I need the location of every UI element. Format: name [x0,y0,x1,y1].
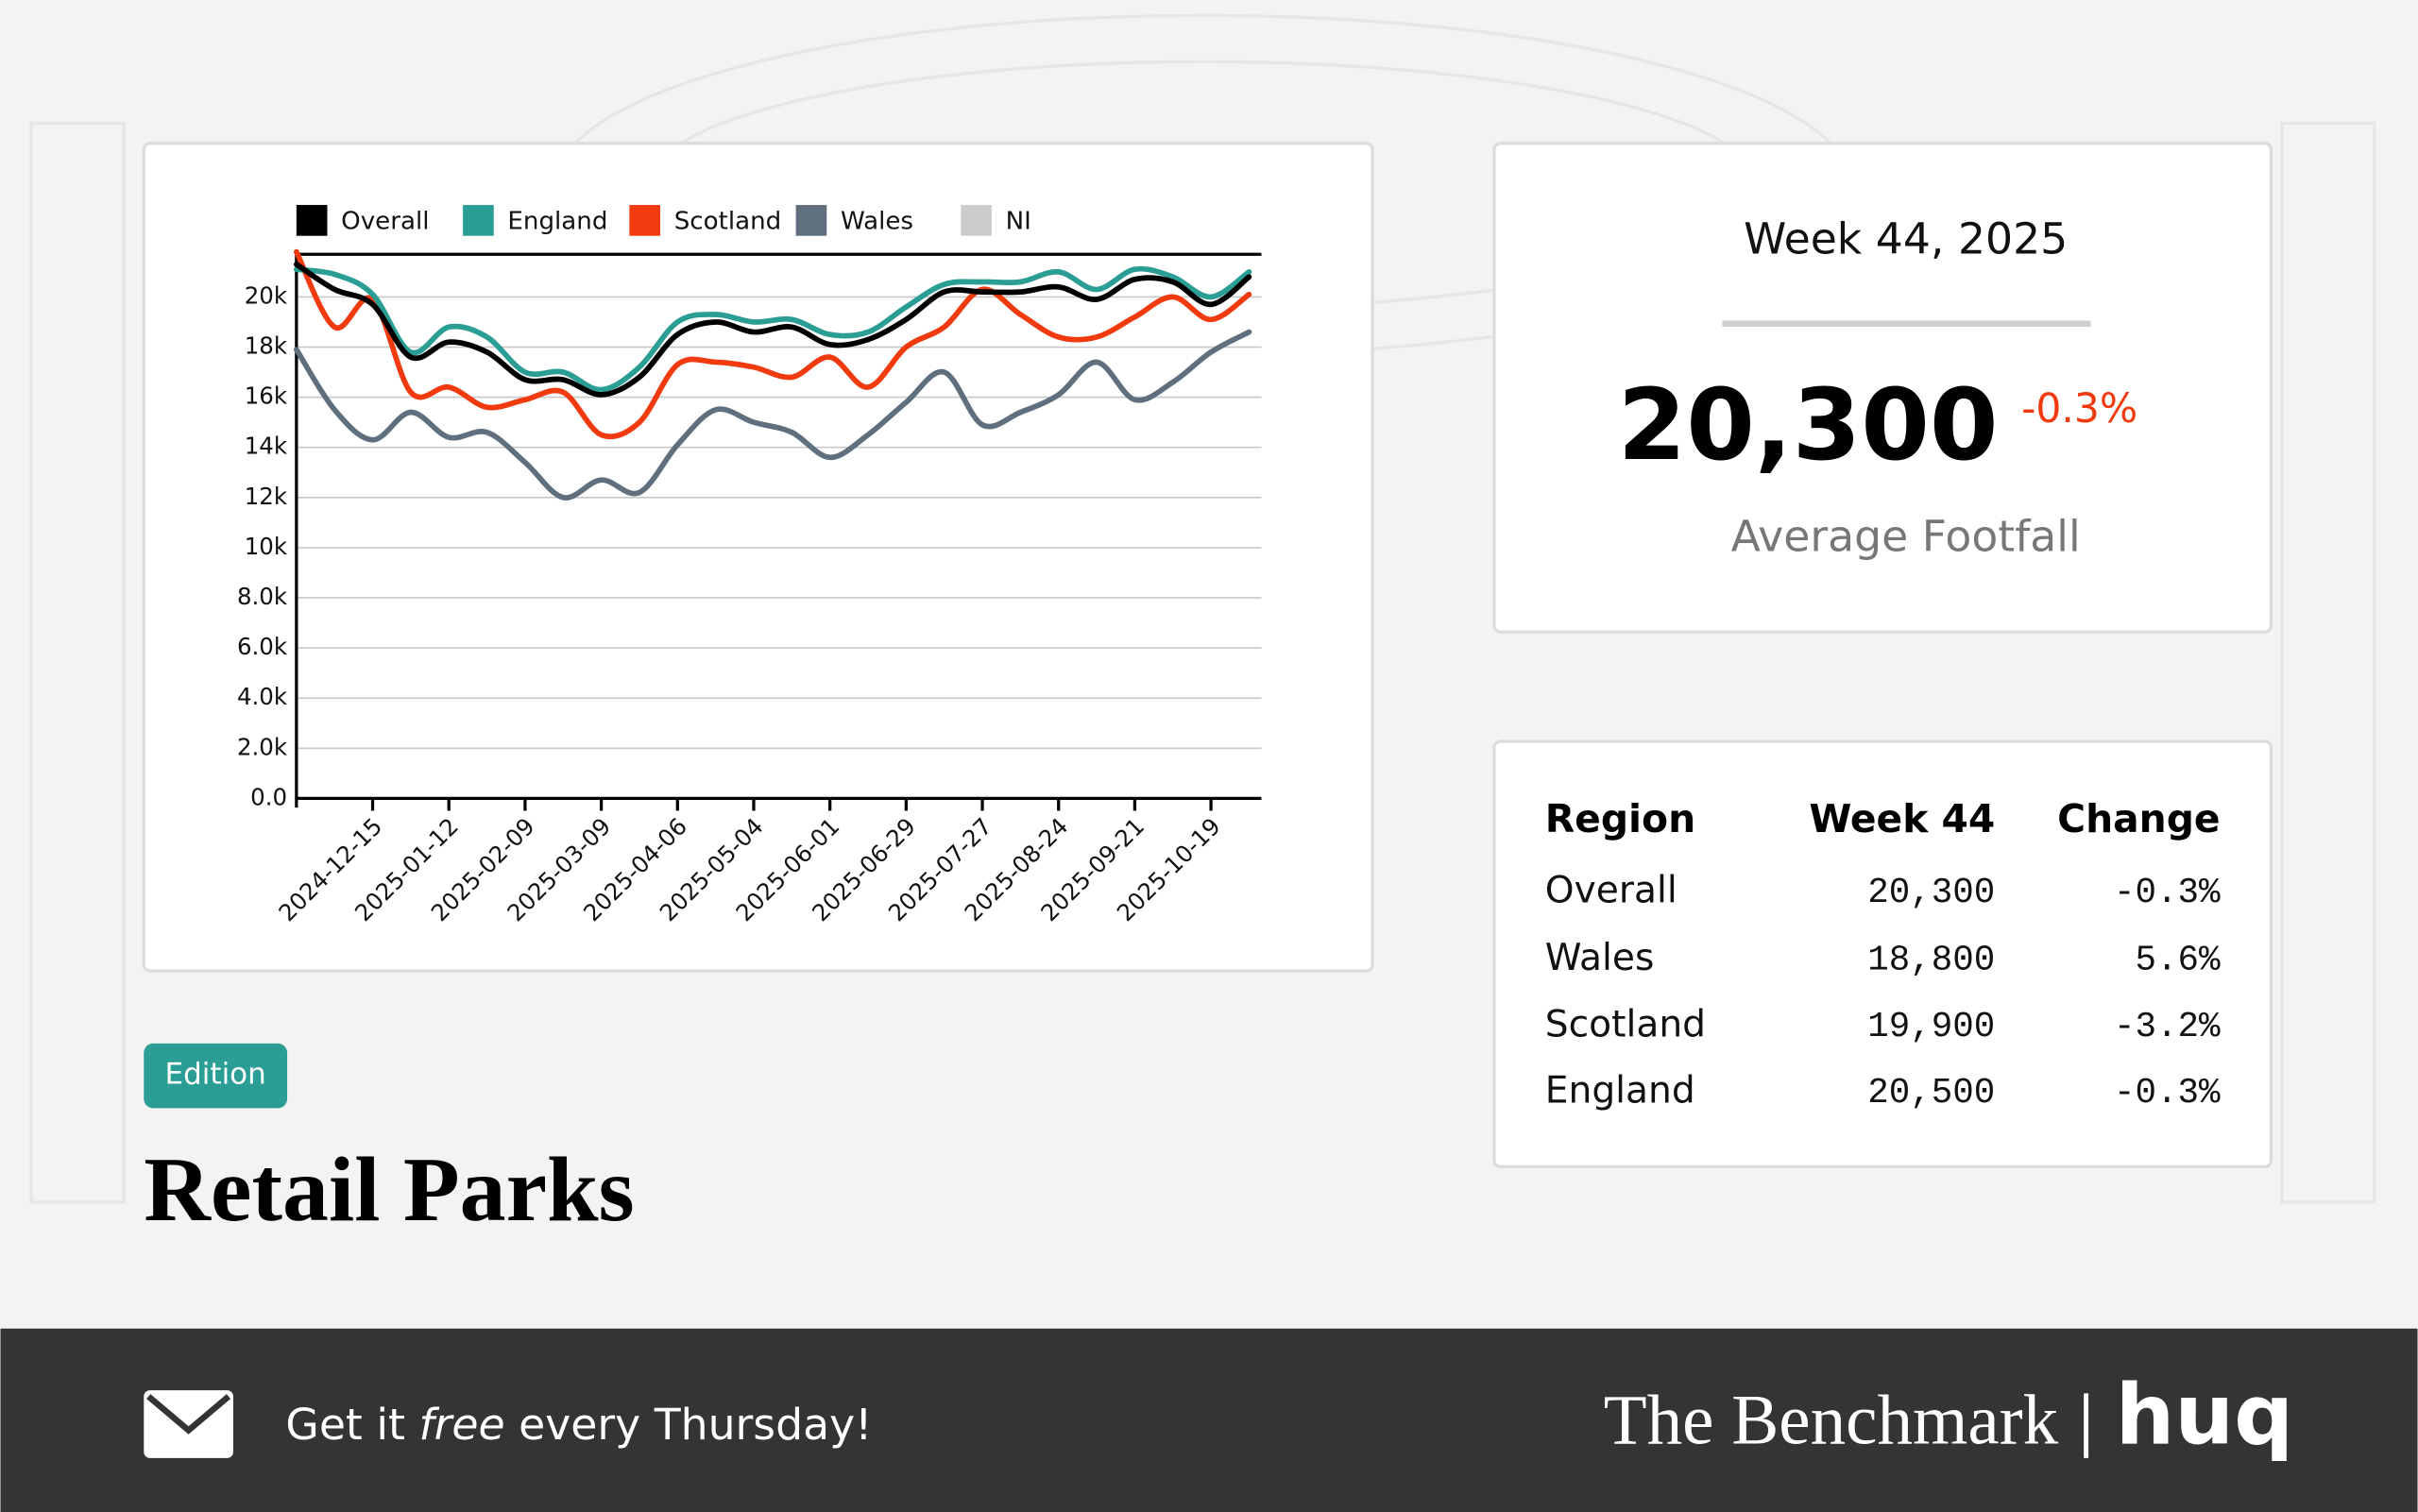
legend-label: Overall [341,208,429,236]
legend-label: England [507,208,607,236]
table-header: Change [2057,796,2220,841]
y-tick-label: 10k [245,533,288,560]
stat-label: Average Footfall [1731,512,2081,562]
cta-part: every Thursday! [505,1400,873,1450]
logo: huq [2116,1367,2294,1464]
badge-text: Edition [165,1058,266,1092]
table-cell: -0.3% [2114,874,2221,913]
table-cell: 5.6% [2136,942,2222,981]
legend-label: NI [1006,208,1031,236]
y-tick-label: 0.0 [250,783,287,810]
mail-icon [144,1390,233,1458]
badge [144,1043,288,1109]
table-header: Week 44 [1809,796,1995,841]
series-line [293,329,1252,501]
y-tick-label: 16k [245,382,288,410]
series-line [293,248,1252,440]
y-tick-label: 18k [245,332,288,360]
table-cell: 19,900 [1867,1008,1995,1047]
table-card [1492,739,2273,1169]
table-header: Region [1545,796,1695,841]
legend-swatch [629,205,661,236]
brand: The Benchmark [1604,1381,2059,1459]
stat-title: Week 44, 2025 [1744,214,2068,264]
table-cell: 18,800 [1867,942,1995,981]
y-tick-label: 4.0k [237,683,288,710]
table-cell: 20,300 [1867,874,1995,913]
series-line [293,262,1252,398]
table-cell: -0.3% [2114,1074,2221,1113]
legend-swatch [795,205,827,236]
footer [0,1328,2418,1512]
stat-change: -0.3% [2021,386,2137,433]
legend-label: Wales [841,208,913,236]
y-tick-label: 8.0k [237,583,288,610]
y-tick-label: 6.0k [237,633,288,660]
stat-card [1492,142,2273,634]
table-cell: Wales [1545,937,1655,979]
table-cell: Scotland [1545,1003,1706,1045]
stat-value: 20,300 [1618,367,1999,483]
legend-swatch [463,205,494,236]
table-cell: England [1545,1070,1695,1113]
footer-cta: Get it free every Thursday! [285,1400,872,1450]
cta-part: Get it [285,1400,418,1450]
cta-part: free [419,1400,505,1450]
legend-label: Scotland [674,208,782,236]
heading: Retail Parks [144,1139,634,1241]
table-cell: Overall [1545,869,1677,911]
y-tick-label: 14k [245,433,288,460]
y-tick-label: 2.0k [237,733,288,760]
table-cell: 20,500 [1867,1074,1995,1113]
legend-swatch [961,205,992,236]
y-tick-label: 12k [245,483,288,510]
series-line [293,265,1252,393]
table: Region Week 44 Change Overall 20,300 -0.3% Wal… [1545,796,2221,1113]
legend-swatch [296,205,328,236]
chart-card [142,142,1374,973]
table-cell: -3.2% [2114,1008,2221,1047]
y-tick-label: 20k [245,281,288,309]
